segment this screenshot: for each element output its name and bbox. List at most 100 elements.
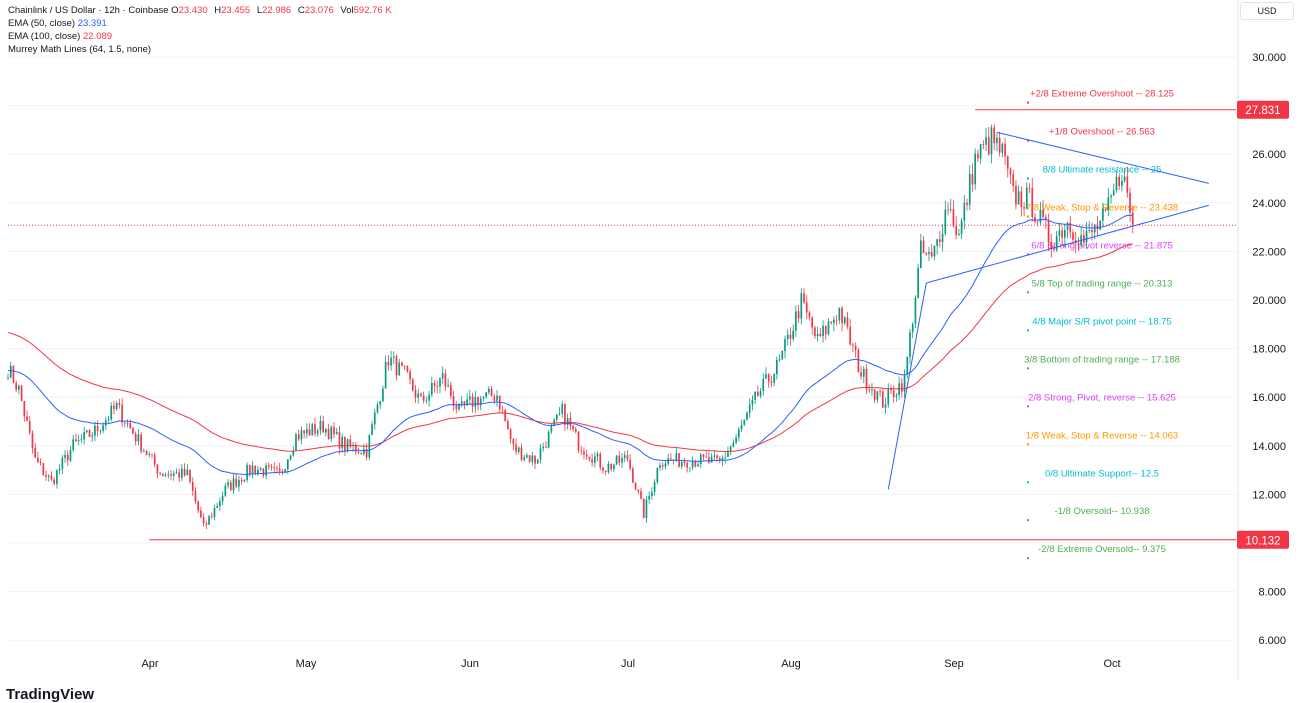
candle [922, 235, 925, 254]
candle [69, 445, 72, 463]
price-axis[interactable]: 6.0008.00010.00012.00014.00016.00018.000… [1237, 0, 1286, 680]
currency-button[interactable]: USD [1240, 2, 1294, 20]
candle [887, 383, 890, 408]
candle [382, 385, 384, 403]
candle [1006, 155, 1009, 178]
candle [61, 454, 64, 474]
candle [841, 305, 843, 332]
candle [542, 442, 545, 452]
candle [349, 434, 352, 449]
symbol-title[interactable]: Chainlink / US Dollar · 12h · Coinbase [8, 5, 169, 16]
candle [202, 513, 205, 527]
candle [1061, 226, 1063, 246]
candle [534, 455, 536, 469]
candle [871, 382, 873, 396]
candle [140, 432, 142, 454]
candle [482, 396, 485, 402]
candle [838, 307, 841, 324]
candle [469, 389, 471, 404]
candle [1126, 166, 1129, 198]
candle [1015, 180, 1017, 210]
candle [50, 471, 53, 482]
murrey-marker [1027, 101, 1029, 104]
flagpole-trendline[interactable] [887, 282, 927, 490]
candle [1112, 183, 1115, 196]
candle [803, 288, 805, 305]
murrey-level-label: -2/8 Extreme Oversold-- 9.375 [1038, 544, 1166, 555]
candle [504, 408, 507, 422]
y-tick-label: 14.000 [1252, 441, 1286, 453]
time-axis[interactable]: Apr May Jun Jul Aug Sep Oct [141, 658, 1120, 670]
candle [531, 451, 534, 466]
candle [306, 423, 308, 439]
candle [830, 321, 833, 325]
candle [1031, 177, 1034, 222]
low-price-tag-label: 10.132 [1245, 535, 1280, 547]
candle [395, 354, 398, 381]
candle [488, 386, 490, 395]
candle [661, 462, 664, 470]
pennant-lower-trendline[interactable] [926, 204, 1209, 284]
candle [800, 287, 803, 325]
candle [920, 233, 922, 269]
candle [998, 131, 1001, 157]
murrey-row[interactable]: Murrey Math Lines (64, 1.5, none) [8, 43, 396, 56]
candle [718, 456, 721, 464]
candle [879, 388, 881, 397]
y-tick-label: 12.000 [1252, 489, 1286, 501]
candle [132, 426, 134, 435]
murrey-level-label: 0/8 Ultimate Support-- 12.5 [1045, 468, 1159, 479]
candle [406, 365, 409, 374]
candle [167, 470, 170, 479]
candle [1020, 186, 1023, 217]
candle [18, 384, 20, 395]
ema100-value: 22.089 [82, 31, 113, 42]
chart-legend: Chainlink / US Dollar · 12h · Coinbase O… [8, 4, 396, 56]
candle [626, 450, 629, 462]
candle [914, 295, 917, 329]
candle [773, 373, 775, 387]
candle [963, 195, 966, 230]
candle [1110, 193, 1112, 204]
close-label: C [297, 5, 305, 16]
candle [303, 430, 305, 439]
ema100-row[interactable]: EMA (100, close) 22.089 [8, 30, 396, 43]
candle [1034, 213, 1036, 224]
candle [80, 434, 83, 443]
candle [846, 311, 849, 330]
candle [460, 396, 463, 408]
candle [409, 368, 411, 385]
candle [765, 367, 767, 379]
candle [1085, 222, 1088, 250]
candle [748, 398, 751, 418]
candle [759, 387, 762, 399]
candle [824, 325, 827, 341]
candle [683, 457, 686, 467]
pennant-upper-trendline[interactable] [996, 131, 1209, 184]
candle [925, 252, 928, 256]
candle [447, 378, 449, 388]
candle [642, 498, 645, 519]
symbol-row[interactable]: Chainlink / US Dollar · 12h · Coinbase O… [8, 4, 396, 17]
candle [208, 514, 210, 525]
murrey-level-label: 4/8 Major S/R pivot point -- 18.75 [1032, 316, 1171, 327]
candle [865, 364, 868, 395]
x-tick-label: Jun [461, 658, 479, 670]
price-tags: 27.831 10.132 [1237, 100, 1289, 549]
candle [835, 314, 838, 326]
candle [248, 464, 251, 478]
volume-label: Vol [340, 5, 354, 16]
candle [939, 231, 941, 248]
candle [585, 449, 588, 460]
low-value: 22.986 [262, 5, 292, 16]
candle [354, 442, 357, 456]
candle [884, 397, 887, 414]
candle [958, 228, 960, 236]
candle [526, 452, 528, 459]
candle [955, 216, 958, 240]
candle [933, 245, 936, 261]
candle [295, 432, 297, 452]
ema50-row[interactable]: EMA (50, close) 23.391 [8, 17, 396, 30]
candle [547, 430, 550, 449]
